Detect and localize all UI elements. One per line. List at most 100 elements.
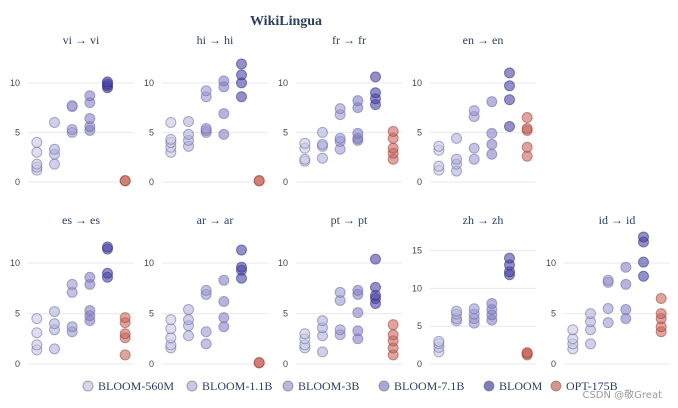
point-bloom-7-1b [486,127,498,139]
legend-item-bloom-3b: BLOOM-3B [282,379,359,393]
y-tick-label: 5 [283,127,288,137]
point-opt-175b [119,175,131,187]
y-tick-label: 15 [412,246,422,256]
legend-item-bloom: BLOOM [483,379,543,393]
point-bloom-560m [31,136,43,148]
y-tick-label: 0 [417,359,422,369]
point-bloom-1-1b [317,315,328,327]
panel-fr-fr: fr → fr 0 5 10 [278,33,402,187]
point-opt-175b [119,328,131,340]
panel-pt-pt: pt → pt 0 5 10 [278,213,402,369]
point-opt-175b [119,349,131,361]
point-bloom-3b [200,338,212,350]
point-bloom [638,256,649,268]
point-bloom-3b [468,105,480,117]
point-bloom-1-1b [451,305,462,317]
point-bloom-7-1b [84,271,96,283]
point-bloom-1-1b [317,346,328,358]
point-bloom-1-1b [585,338,596,350]
point-bloom-7-1b [620,313,632,325]
legend-item-opt-175b: OPT-175B [550,379,618,393]
point-bloom-1-1b [317,138,328,150]
point-bloom-7-1b [486,148,498,160]
point-opt-175b [387,125,399,137]
panel-title: en → en [463,33,504,47]
point-bloom-7-1b [486,298,498,309]
point-bloom-560m [433,160,445,172]
point-bloom-3b [334,103,346,115]
panel-title: es → es [62,213,100,227]
legend-item-bloom-560m: BLOOM-560M [82,379,174,393]
point-bloom-560m [433,335,445,347]
point-bloom-1-1b [49,343,60,355]
legend-label: BLOOM [499,379,543,393]
point-opt-175b [521,122,533,134]
y-tick-label: 5 [551,309,556,319]
point-opt-175b [521,347,533,359]
point-bloom-7-1b [218,274,230,286]
panel-title: fr → fr [332,33,366,47]
point-bloom-560m [165,332,177,344]
point-opt-175b [655,308,667,320]
point-bloom-1-1b [585,308,596,320]
y-tick-label: 0 [149,177,154,187]
point-bloom-560m [165,314,177,326]
y-tick-label: 10 [412,283,422,293]
point-bloom-7-1b [352,127,364,139]
point-bloom-1-1b [451,153,462,165]
y-tick-label: 5 [149,309,154,319]
point-bloom-560m [31,158,43,170]
point-bloom-560m [165,133,177,145]
point-bloom-3b [468,142,480,154]
point-bloom-3b [334,286,346,298]
y-tick-label: 5 [417,321,422,331]
point-opt-175b [387,142,399,154]
point-bloom-560m [31,339,43,351]
panel-ar-ar: ar → ar 0 5 10 [144,213,268,369]
point-opt-175b [655,292,667,304]
y-tick-label: 10 [10,78,20,88]
legend-marker [378,380,390,392]
point-bloom [102,267,113,279]
point-bloom-560m [299,153,311,165]
point-bloom-7-1b [218,295,230,307]
point-bloom-1-1b [317,126,328,138]
point-bloom-7-1b [352,95,364,107]
y-tick-label: 0 [15,177,20,187]
point-bloom-7-1b [218,75,230,87]
legend-item-bloom-7-1b: BLOOM-7.1B [378,379,464,393]
point-bloom-3b [200,85,212,97]
y-tick-label: 10 [144,258,154,268]
point-bloom-7-1b [620,261,632,273]
panel-id-id: id → id 0 5 10 [546,213,670,369]
point-bloom-3b [200,284,212,296]
y-tick-label: 10 [10,258,20,268]
point-bloom [504,94,515,106]
point-bloom-560m [299,137,311,149]
point-bloom-3b [66,321,78,333]
point-bloom [370,281,381,293]
point-opt-175b [521,112,533,124]
point-bloom-7-1b [352,307,364,319]
point-bloom-3b [200,122,212,134]
point-bloom-7-1b [218,108,230,120]
panel-en-en: en → en 0 5 10 [412,33,536,187]
point-bloom-7-1b [84,305,96,317]
point-bloom-560m [567,324,579,336]
point-bloom-3b [602,303,614,315]
point-bloom-1-1b [317,152,328,164]
legend-marker [186,380,198,392]
legend-label: BLOOM-1.1B [202,379,272,393]
point-opt-175b [119,312,131,324]
y-tick-label: 10 [278,258,288,268]
point-bloom-560m [165,117,177,128]
point-bloom [236,69,247,81]
point-bloom [236,244,247,256]
y-tick-label: 5 [283,309,288,319]
legend-label: OPT-175B [566,379,618,393]
panel-title: pt → pt [331,213,368,227]
point-bloom-7-1b [218,128,230,140]
panel-title: hi → hi [197,33,234,47]
point-bloom [638,231,649,243]
